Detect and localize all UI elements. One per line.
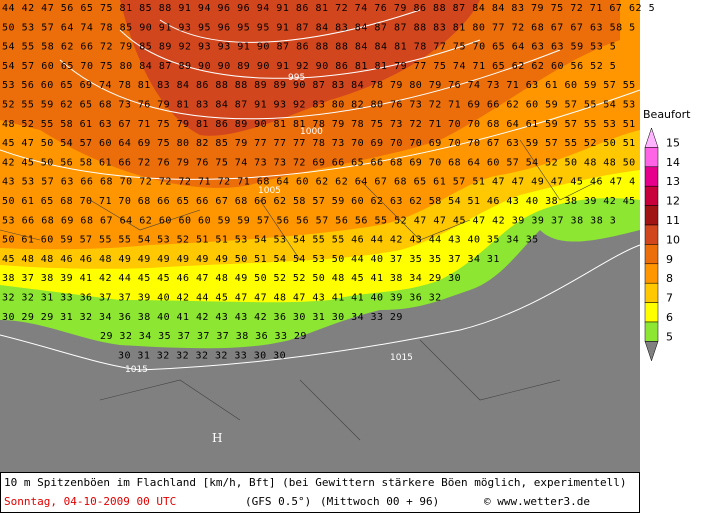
value-grid: 44 42 47 56 65 75 81 85 88 91 94 96 96 9…: [2, 3, 655, 361]
isobar: [0, 244, 641, 371]
legend-swatch: [644, 321, 659, 342]
legend-arrow: [644, 341, 659, 362]
value-row: 53 56 60 65 69 74 78 81 83 84 86 88 88 8…: [2, 80, 635, 91]
legend-label: 15: [666, 136, 680, 149]
run: (Mittwoch 00 + 96): [320, 495, 439, 508]
description: 10 m Spitzenböen im Flachland [km/h, Bft…: [4, 476, 627, 489]
legend-swatch: [644, 302, 659, 323]
value-row: 32 32 31 33 36 37 37 39 40 42 44 45 47 4…: [2, 293, 441, 304]
legend-label: 13: [666, 175, 680, 188]
legend: Beaufort 15 14 13 12 11 10 9 8 7 6 5: [643, 108, 691, 362]
high-marker: H: [212, 431, 222, 445]
value-row: 54 55 58 62 66 72 79 85 89 92 93 93 91 9…: [2, 42, 616, 53]
value-row: 43 53 57 63 66 68 70 72 72 72 71 72 71 6…: [2, 177, 635, 188]
model: (GFS 0.5°): [245, 495, 311, 508]
legend-label: 11: [666, 214, 680, 227]
isobar-label: 1015: [125, 365, 148, 375]
legend-label: 10: [666, 233, 680, 246]
map-area: [0, 0, 641, 472]
credit: © www.wetter3.de: [484, 495, 590, 508]
isobar-labels: 995 1000 1005 1015 1015 H: [125, 73, 413, 445]
zone-bft10: [120, 0, 480, 136]
value-row: 44 42 47 56 65 75 81 85 88 91 94 96 96 9…: [2, 3, 655, 14]
value-row: 53 66 68 69 68 67 64 62 60 60 60 59 59 5…: [2, 215, 616, 226]
legend-label: 14: [666, 156, 680, 169]
value-row: 54 57 60 65 70 75 80 84 87 89 90 90 89 9…: [2, 61, 616, 72]
date: Sonntag, 04-10-2009 00 UTC: [4, 495, 176, 508]
legend-swatch: [644, 147, 659, 168]
isobar-label: 1015: [390, 353, 413, 363]
legend-label: 12: [666, 195, 680, 208]
value-row: 50 53 57 64 74 78 85 90 91 93 95 96 95 9…: [2, 22, 635, 33]
value-row: 30 29 29 31 32 34 36 38 40 41 42 43 43 4…: [2, 312, 402, 323]
legend-swatch: [644, 185, 659, 206]
value-row: 29 32 34 35 37 37 37 38 36 33 29: [100, 331, 306, 342]
isobar: [0, 89, 641, 180]
value-row: 42 45 50 56 58 61 66 72 76 79 76 75 74 7…: [2, 157, 635, 168]
value-row: 50 61 65 68 70 71 70 68 66 65 66 67 68 6…: [2, 196, 635, 207]
borders: [0, 139, 601, 441]
value-row: 50 61 60 59 57 55 55 54 53 52 51 51 53 5…: [2, 235, 538, 246]
legend-label: 5: [666, 330, 673, 343]
value-row: 48 52 55 58 61 63 67 71 75 79 81 86 89 9…: [2, 119, 635, 130]
isobar: [59, 49, 561, 120]
isobar: [159, 9, 421, 43]
legend-label: 6: [666, 311, 673, 324]
legend-swatch: [644, 166, 659, 187]
value-row: 45 47 50 54 57 60 64 69 75 80 82 85 79 7…: [2, 138, 635, 149]
value-row: 52 55 59 62 65 68 73 76 79 81 83 84 87 9…: [2, 100, 635, 111]
legend-swatch: [644, 282, 659, 303]
footer-box: [0, 472, 640, 513]
footer: 10 m Spitzenböen im Flachland [km/h, Bft…: [0, 472, 640, 513]
legend-swatch: [644, 224, 659, 245]
legend-swatch: [644, 263, 659, 284]
legend-swatch: [644, 244, 659, 265]
isobar-label: 1000: [300, 127, 323, 137]
isobar: [119, 29, 481, 79]
value-row: 38 37 38 39 41 42 44 45 45 46 47 48 49 5…: [2, 273, 461, 284]
value-row: 30 31 32 32 32 32 33 30 30: [118, 350, 286, 361]
isobar-label: 1005: [258, 186, 281, 196]
legend-swatch: [644, 205, 659, 226]
isobar-label: 995: [288, 73, 305, 83]
legend-label: 7: [666, 292, 673, 305]
legend-label: 8: [666, 272, 673, 285]
legend-title: Beaufort: [643, 108, 691, 121]
value-row: 45 48 48 46 46 48 49 49 49 49 49 49 50 5…: [2, 254, 499, 265]
legend-label: 9: [666, 253, 673, 266]
